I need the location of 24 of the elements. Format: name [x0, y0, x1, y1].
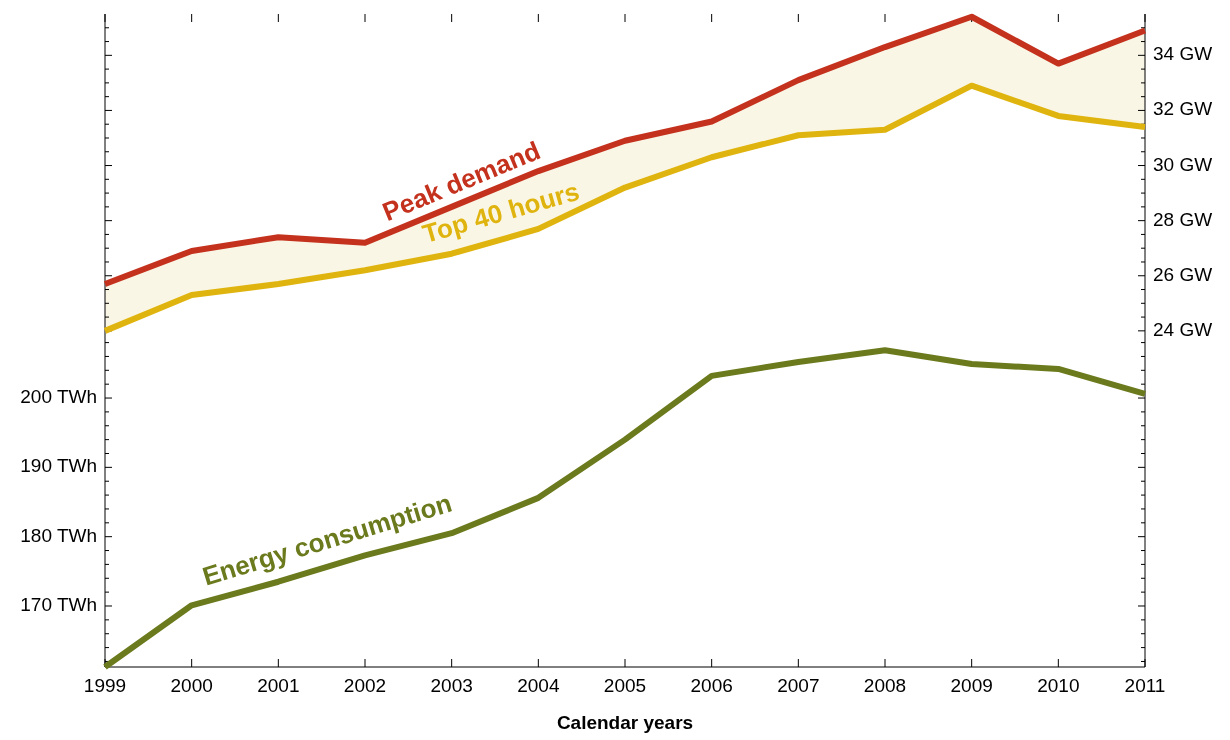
y2-tick-label: 26 GW	[1153, 263, 1213, 285]
y2-tick-label: 24 GW	[1153, 318, 1213, 340]
y-tick-label: 200 TWh	[20, 386, 97, 408]
y2-tick-label: 32 GW	[1153, 98, 1213, 120]
x-tick-label: 2010	[1037, 675, 1080, 696]
x-tick-label: 2002	[343, 675, 387, 696]
x-tick-label: 2003	[430, 675, 473, 696]
y2-tick-label: 28 GW	[1153, 208, 1213, 230]
x-tick-label: 1999	[83, 675, 127, 696]
y-tick-label: 170 TWh	[20, 594, 97, 616]
x-tick-label: 2009	[950, 675, 993, 696]
x-tick-label: 2000	[170, 675, 213, 696]
y-tick-label: 190 TWh	[20, 455, 97, 477]
x-tick-label: 2004	[517, 675, 560, 696]
y-tick-label: 180 TWh	[20, 524, 97, 546]
x-tick-label: 2001	[257, 675, 300, 696]
y2-tick-label: 34 GW	[1153, 43, 1213, 65]
y2-tick-label: 30 GW	[1153, 153, 1213, 175]
x-tick-label: 2005	[603, 675, 647, 696]
x-tick-label: 2007	[777, 675, 820, 696]
x-tick-label: 2011	[1124, 675, 1166, 696]
x-axis-title: Calendar years	[556, 712, 694, 733]
x-tick-label: 2008	[863, 675, 907, 696]
x-tick-label: 2006	[690, 675, 733, 696]
